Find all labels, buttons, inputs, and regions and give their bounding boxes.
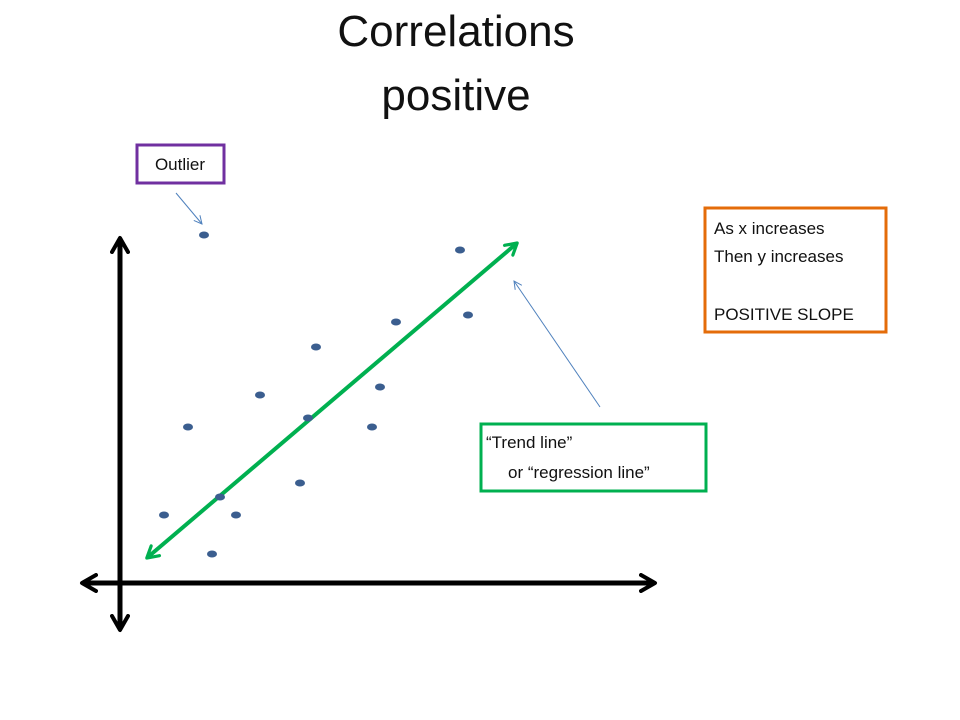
outlier-label: Outlier	[155, 155, 205, 174]
trend-label: “Trend line”	[486, 433, 573, 452]
trend-label: or “regression line”	[508, 463, 650, 482]
slope-line: Then y increases	[714, 247, 843, 266]
title-line: Correlations	[337, 7, 574, 56]
point	[455, 246, 465, 254]
point	[215, 493, 225, 501]
slope-line: POSITIVE SLOPE	[714, 305, 854, 324]
outlier-pointer	[175, 192, 202, 224]
point	[295, 479, 305, 487]
scatter-points	[159, 231, 473, 558]
point	[207, 550, 217, 558]
point	[199, 231, 209, 239]
point	[367, 423, 377, 431]
point	[463, 311, 473, 319]
point	[303, 414, 313, 422]
outlier-box	[135, 143, 226, 185]
point	[159, 511, 169, 519]
point	[183, 423, 193, 431]
trend-box	[479, 422, 708, 493]
trend-line	[145, 241, 519, 560]
point	[255, 391, 265, 399]
point	[391, 318, 401, 326]
point	[231, 511, 241, 519]
point	[375, 383, 385, 391]
point	[311, 343, 321, 351]
slope-line: As x increases	[714, 219, 825, 238]
slope-box	[703, 206, 888, 334]
trend-pointer	[514, 281, 601, 408]
title-line: positive	[381, 71, 530, 120]
